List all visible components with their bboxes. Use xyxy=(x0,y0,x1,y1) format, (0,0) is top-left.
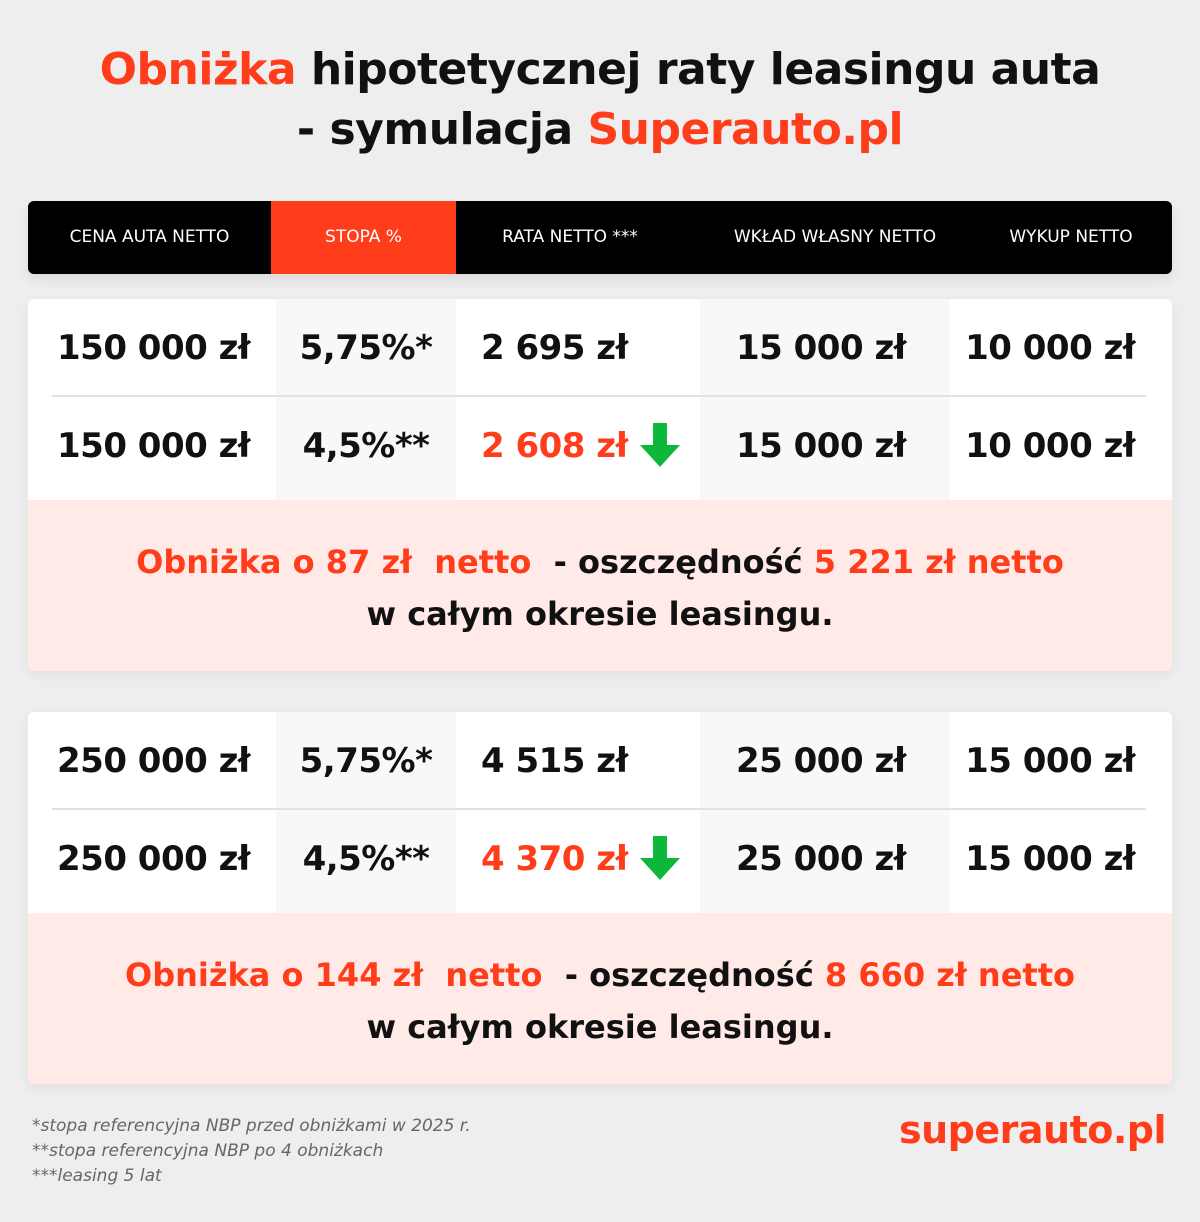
savings-summary: Obniżka o 87 zł netto - oszczędność 5 22… xyxy=(28,500,1172,671)
installment-cell: 2 695 zł xyxy=(481,328,628,368)
footnote: ***leasing 5 lat xyxy=(32,1166,162,1186)
down-payment-cell: 15 000 zł xyxy=(736,426,906,466)
column-shade xyxy=(276,299,456,500)
buyout-cell: 10 000 zł xyxy=(965,328,1135,368)
savings-amount: 8 660 zł netto xyxy=(824,956,1075,994)
price-cell: 150 000 zł xyxy=(57,328,251,368)
table-row: 250 000 zł 5,75%* 4 515 zł 25 000 zł 15 000 … xyxy=(28,712,1172,810)
installment-cell: 4 370 zł xyxy=(481,839,628,879)
simulation-card-1: 150 000 zł 5,75%* 2 695 zł 15 000 zł 10 000 … xyxy=(28,299,1172,671)
reduction-text: Obniżka o 144 zł netto xyxy=(125,956,543,994)
table-row: 150 000 zł 5,75%* 2 695 zł 15 000 zł 10 000 … xyxy=(28,299,1172,397)
header-installment: RATA NETTO *** xyxy=(502,227,638,247)
rate-cell: 4,5%** xyxy=(302,839,430,879)
down-payment-cell: 25 000 zł xyxy=(736,839,906,879)
header-buyout: WYKUP NETTO xyxy=(1009,227,1133,247)
arrow-down-icon xyxy=(640,836,680,880)
reduction-text: Obniżka o 87 zł netto xyxy=(136,543,532,581)
summary-mid: - oszczędność xyxy=(542,956,825,994)
summary-period: w całym okresie leasingu. xyxy=(366,1008,834,1046)
buyout-cell: 15 000 zł xyxy=(965,741,1135,781)
savings-amount: 5 221 zł netto xyxy=(813,543,1064,581)
arrow-down-icon xyxy=(640,423,680,467)
buyout-cell: 10 000 zł xyxy=(965,426,1135,466)
column-shade xyxy=(700,712,950,913)
rate-cell: 4,5%** xyxy=(302,426,430,466)
table-header: CENA AUTA NETTO STOPA % RATA NETTO *** W… xyxy=(28,201,1172,274)
subtitle-text: - symulacja xyxy=(296,104,588,155)
header-down-payment: WKŁAD WŁASNY NETTO xyxy=(733,227,937,247)
header-price: CENA AUTA NETTO xyxy=(69,227,230,247)
simulation-card-2: 250 000 zł 5,75%* 4 515 zł 25 000 zł 15 000 … xyxy=(28,712,1172,1084)
installment-cell: 2 608 zł xyxy=(481,426,628,466)
title-accent: Obniżka xyxy=(99,44,297,95)
price-cell: 150 000 zł xyxy=(57,426,251,466)
buyout-cell: 15 000 zł xyxy=(965,839,1135,879)
down-payment-cell: 25 000 zł xyxy=(736,741,906,781)
summary-period: w całym okresie leasingu. xyxy=(366,595,834,633)
price-cell: 250 000 zł xyxy=(57,839,251,879)
superauto-logo: superauto.pl xyxy=(898,1108,1167,1152)
footnotes: *stopa referencyjna NBP przed obniżkami … xyxy=(32,1114,471,1189)
title-text: hipotetycznej raty leasingu auta xyxy=(296,44,1101,95)
installment-cell: 4 515 zł xyxy=(481,741,628,781)
footnote: *stopa referencyjna NBP przed obniżkami … xyxy=(32,1116,471,1136)
column-shade xyxy=(700,299,950,500)
footnote: **stopa referencyjna NBP po 4 obniżkach xyxy=(32,1141,384,1161)
header-rate: STOPA % xyxy=(271,201,456,274)
subtitle-accent: Superauto.pl xyxy=(587,104,904,155)
rate-cell: 5,75%* xyxy=(299,741,433,781)
table-row: 150 000 zł 4,5%** 2 608 zł 15 000 zł 10 000 … xyxy=(28,397,1172,495)
page-title: Obniżka hipotetycznej raty leasingu auta xyxy=(0,44,1200,95)
row-divider xyxy=(52,395,1146,397)
rate-cell: 5,75%* xyxy=(299,328,433,368)
summary-mid: - oszczędność xyxy=(531,543,814,581)
column-shade xyxy=(276,712,456,913)
down-payment-cell: 15 000 zł xyxy=(736,328,906,368)
table-row: 250 000 zł 4,5%** 4 370 zł 25 000 zł 15 000 … xyxy=(28,810,1172,908)
page-subtitle: - symulacja Superauto.pl xyxy=(0,104,1200,155)
savings-summary: Obniżka o 144 zł netto - oszczędność 8 6… xyxy=(28,913,1172,1084)
row-divider xyxy=(52,808,1146,810)
price-cell: 250 000 zł xyxy=(57,741,251,781)
